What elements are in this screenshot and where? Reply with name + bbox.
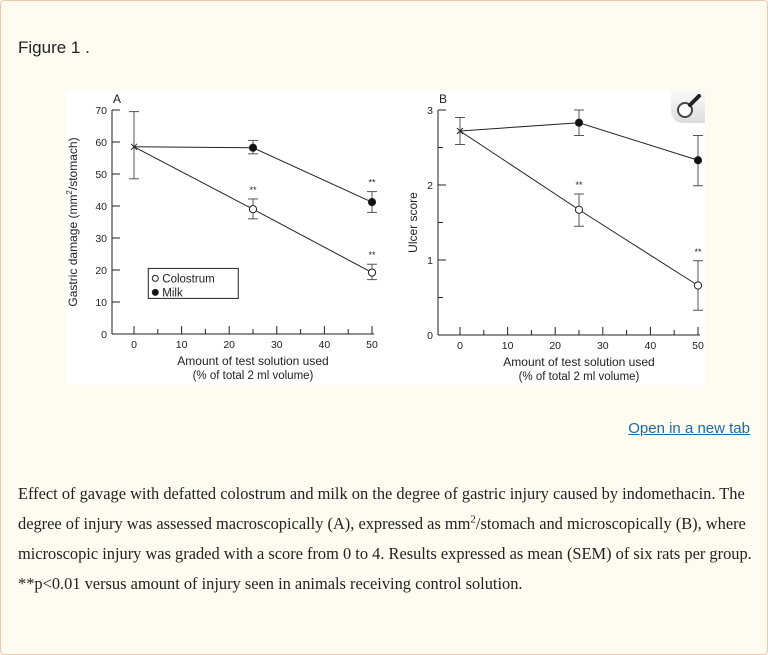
x-tick-label: 50 [366,339,378,351]
control-marker [456,127,464,135]
x-tick-label: 40 [645,340,657,352]
panel-label: B [439,92,447,106]
x-tick-label: 10 [502,340,514,352]
x-tick-label: 20 [223,339,235,351]
magnifier-icon [677,94,701,118]
y-label-text: Ulcer score [406,192,420,253]
figure-title: Figure 1 . [18,38,90,57]
y-tick-label: 10 [95,297,107,309]
y-tick-label: 1 [427,255,433,267]
x-axis-label-line2: (% of total 2 ml volume) [519,371,640,383]
y-tick-label: 50 [95,169,107,181]
caption-text-continued: /stomach and microscopically (B), where … [18,514,752,593]
x-tick-label: 0 [457,340,463,352]
significance-label: ** [249,185,257,195]
significance-label: ** [368,178,376,188]
y-tick-label: 30 [95,233,107,245]
figure-image[interactable]: A 0 10 20 30 40 50 60 70 0 10 20 30 40 50 Amount of tes… [65,91,705,385]
y-tick-label: 0 [101,329,107,341]
caption-text: Effect of gavage with defatted colostrum… [18,484,745,533]
x-tick-label: 10 [176,339,188,351]
y-label-superscript: 2 [65,190,74,195]
figure-caption: Effect of gavage with defatted colostrum… [18,479,758,599]
x-tick-label: 0 [131,339,137,351]
y-tick-label: 3 [427,105,433,117]
control-marker [130,143,138,151]
data-point-colostrum [248,205,258,214]
x-axis-label: Amount of test solution used [177,354,328,368]
y-tick-label: 20 [95,265,107,277]
x-axis-label-line2: (% of total 2 ml volume) [193,370,314,382]
legend-label-milk: Milk [162,287,183,299]
data-point-colostrum [693,281,703,290]
chart-panel-a: A 0 10 20 30 40 50 60 70 0 10 20 30 40 50 Amount of tes… [65,92,378,382]
data-point-colostrum [367,268,377,277]
y-tick-label: 70 [95,105,107,117]
legend-box [147,267,239,299]
zoom-button[interactable] [671,91,705,123]
data-point-milk [574,118,584,127]
legend: Colostrum Milk [147,267,239,299]
x-tick-label: 40 [319,339,331,351]
legend-label-colostrum: Colostrum [162,273,214,285]
y-tick-label: 0 [427,330,433,342]
x-tick-label: 30 [597,340,609,352]
data-point-milk [248,143,258,152]
y-tick-label: 60 [95,137,107,149]
x-axis-label: Amount of test solution used [503,355,654,369]
y-tick-label: 40 [95,201,107,213]
y-label-text: Gastric damage (mm [66,195,80,307]
significance-label: ** [368,250,376,260]
y-axis-label: Gastric damage (mm2/stomach) [65,137,80,306]
data-point-milk [693,156,703,165]
y-tick-label: 2 [427,180,433,192]
y-axis-label: Ulcer score [406,192,420,253]
data-point-colostrum [574,205,584,214]
x-tick-label: 30 [271,339,283,351]
y-label-text-end: /stomach) [66,137,80,190]
data-point-milk [367,198,377,207]
open-in-new-tab-link[interactable]: Open in a new tab [628,420,750,437]
significance-label: ** [575,180,583,190]
caption-superscript: 2 [470,513,476,526]
legend-marker-milk [151,288,159,296]
x-tick-label: 20 [549,340,561,352]
significance-label: ** [694,247,702,257]
legend-marker-colostrum [151,274,159,282]
panel-label: A [113,92,121,106]
x-tick-label: 50 [692,340,704,352]
